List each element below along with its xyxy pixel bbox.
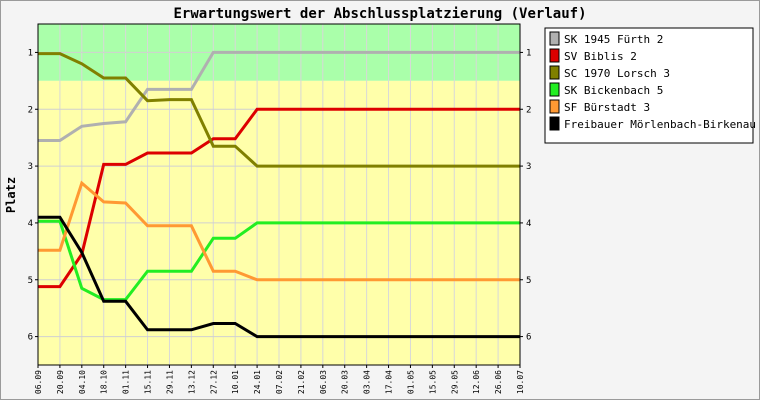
x-tick-label: 01.05: [406, 370, 415, 394]
legend-label-1: SV Biblis 2: [564, 50, 637, 63]
x-tick-label: 10.07: [516, 370, 525, 394]
x-tick-label: 20.03: [341, 370, 350, 394]
legend-swatch-5: [549, 116, 560, 131]
legend-swatch-1: [549, 48, 560, 63]
legend-swatch-2: [549, 65, 560, 80]
y-tick-label-right: 1: [526, 48, 531, 58]
series-layer: [38, 50, 520, 339]
y-tick-label-left: 4: [28, 219, 33, 229]
series-line-3: [38, 219, 520, 302]
legend-label-5: Freibauer Mörlenbach-Birkenau 5: [564, 118, 760, 131]
y-axis-label: Platz: [4, 177, 18, 213]
x-tick-label: 03.04: [363, 370, 372, 394]
x-tick-label: 18.10: [100, 370, 109, 394]
y-tick-label-left: 5: [28, 276, 33, 286]
x-tick-label: 07.02: [275, 370, 284, 394]
legend-label-2: SC 1970 Lorsch 3: [564, 67, 670, 80]
y-tick-label-left: 1: [28, 48, 33, 58]
x-tick-label: 26.06: [494, 370, 503, 394]
legend-swatch-0: [549, 31, 560, 46]
y-tick-label-right: 4: [526, 219, 531, 229]
x-tick-label: 29.05: [450, 370, 459, 394]
x-tick-label: 17.04: [385, 370, 394, 394]
series-line-5: [38, 215, 520, 339]
x-tick-label: 27.12: [209, 370, 218, 394]
legend-swatch-3: [549, 82, 560, 97]
x-tick-label: 15.11: [144, 370, 153, 394]
x-tick-label: 29.11: [165, 370, 174, 394]
legend: SK 1945 Fürth 2 SV Biblis 2 SC 1970 Lorsch…: [544, 27, 760, 144]
chart-title: Erwartungswert der Abschlussplatzierung …: [173, 6, 586, 22]
y-tick-label-right: 6: [526, 333, 531, 343]
series-line-4: [38, 180, 520, 282]
x-tick-label: 10.01: [231, 370, 240, 394]
x-tick-label: 13.12: [187, 370, 196, 394]
legend-label-4: SF Bürstadt 3: [564, 101, 650, 114]
legend-swatch-4: [549, 99, 560, 114]
x-tick-label: 20.09: [56, 370, 65, 394]
y-tick-label-left: 2: [28, 105, 33, 115]
x-tick-label: 01.11: [122, 370, 131, 394]
x-tick-label: 15.05: [428, 370, 437, 394]
y-tick-label-left: 3: [28, 162, 33, 172]
legend-box: [544, 27, 754, 144]
series-line-1: [38, 107, 520, 289]
legend-label-0: SK 1945 Fürth 2: [564, 33, 663, 46]
y-tick-label-right: 2: [526, 105, 531, 115]
series-line-2: [38, 52, 520, 168]
series-line-0: [38, 50, 520, 142]
legend-label-3: SK Bickenbach 5: [564, 84, 663, 97]
axes: 1 1 2 2 3 3 4 4 5 5 6 6 06.09 20.09 04.10 18.10 01.11 15.…: [28, 23, 531, 394]
y-tick-label-left: 6: [28, 333, 33, 343]
y-tick-label-right: 5: [526, 276, 531, 286]
x-tick-label: 24.01: [253, 370, 262, 394]
x-tick-label: 21.02: [297, 370, 306, 394]
x-tick-label: 06.03: [319, 370, 328, 394]
x-tick-label: 04.10: [78, 370, 87, 394]
x-tick-label: 06.09: [34, 370, 43, 394]
x-tick-label: 12.06: [472, 370, 481, 394]
y-tick-label-right: 3: [526, 162, 531, 172]
